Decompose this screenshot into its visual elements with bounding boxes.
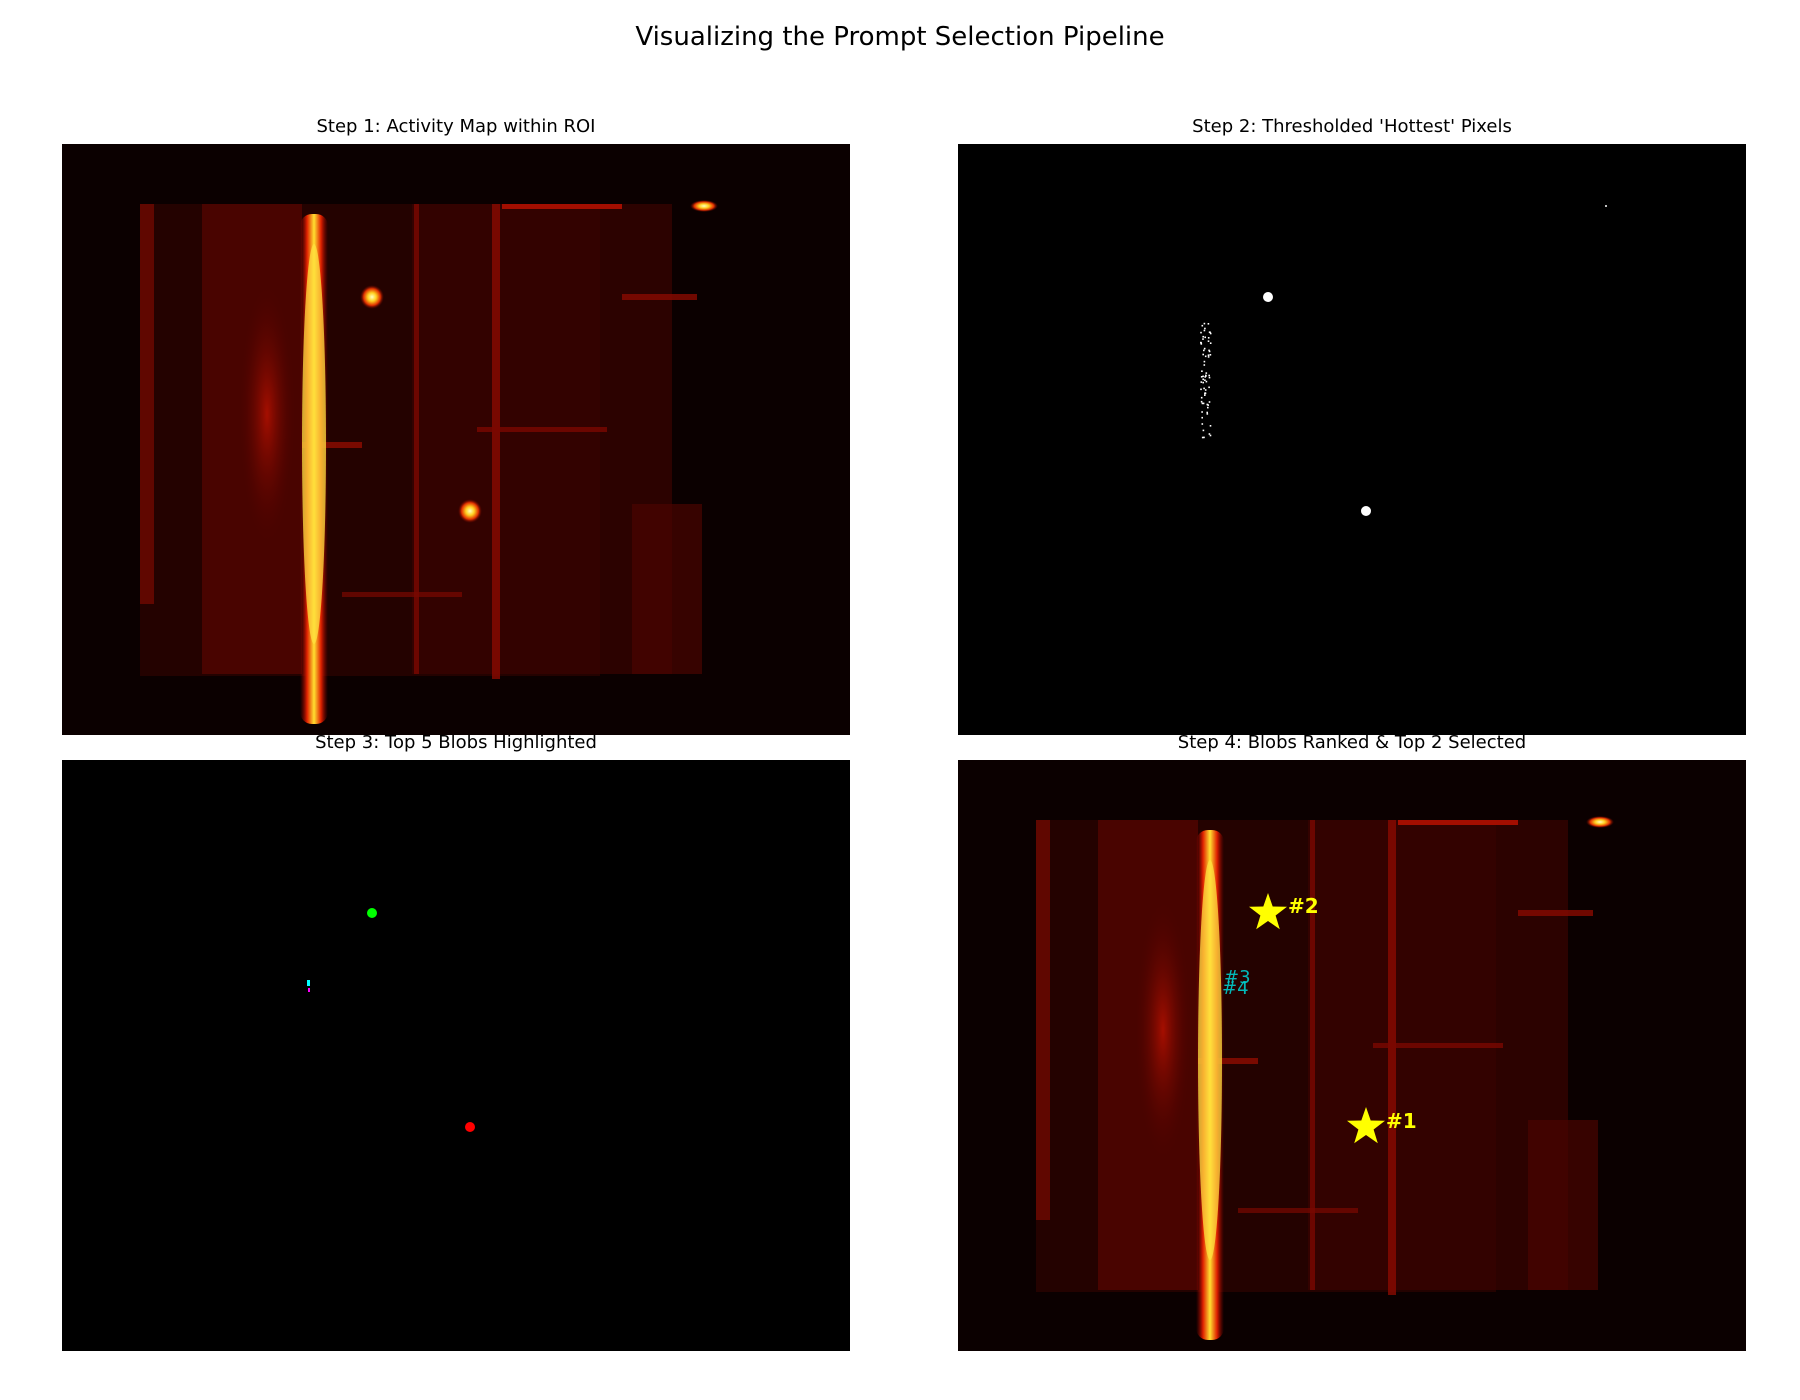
threshold-pixel (1200, 388, 1202, 391)
threshold-pixel (1200, 381, 1203, 383)
threshold-pixel (1203, 436, 1205, 439)
rank-2-label: #2 (1288, 894, 1319, 918)
threshold-pixel (1200, 343, 1203, 345)
threshold-mask (958, 144, 1746, 735)
threshold-pixel (1201, 402, 1204, 405)
threshold-pixel (1205, 380, 1208, 383)
threshold-pixel (1204, 394, 1206, 396)
threshold-pixel (1201, 416, 1203, 419)
threshold-pixel (1202, 402, 1205, 405)
blob-red (465, 1122, 475, 1132)
panel-2-thresholded (958, 144, 1746, 735)
hot-spot-top-edge (690, 200, 718, 212)
threshold-pixel (1202, 353, 1204, 356)
threshold-pixel (1208, 401, 1211, 403)
threshold-pixel (1209, 332, 1212, 335)
panel-3-blobs (62, 760, 850, 1351)
activity-texture (140, 204, 702, 679)
threshold-pixel (1200, 341, 1202, 344)
ranked-heatmap: #2 #1 #3 #4 (958, 760, 1746, 1351)
threshold-pixel (1200, 331, 1202, 334)
activity-texture (1036, 820, 1598, 1295)
rank-3-label: #3 (1224, 967, 1251, 988)
threshold-pixel (1207, 406, 1209, 409)
threshold-pixel (1204, 336, 1206, 339)
activity-heatmap (62, 144, 850, 735)
blob-map (62, 760, 850, 1351)
threshold-pixel (1205, 372, 1208, 374)
threshold-streak-pixels (1200, 322, 1212, 439)
threshold-pixel (1204, 355, 1207, 358)
threshold-pixel (1209, 434, 1212, 437)
threshold-pixel (1207, 337, 1210, 339)
panel-1-title: Step 1: Activity Map within ROI (316, 116, 596, 137)
blob-cyan (307, 980, 310, 986)
threshold-pixel (1202, 375, 1204, 378)
threshold-pixel (1203, 329, 1206, 332)
threshold-pixel (1201, 423, 1204, 425)
threshold-pixel (1204, 379, 1206, 381)
blob-green (367, 908, 377, 918)
threshold-pixel (1209, 425, 1212, 427)
threshold-pixel (1203, 322, 1206, 325)
threshold-pixel (1204, 327, 1206, 330)
threshold-pixel (1207, 323, 1210, 325)
threshold-speck (1605, 205, 1607, 207)
rank-1-label: #1 (1386, 1109, 1417, 1133)
hot-spot-top-edge (1586, 816, 1614, 828)
threshold-pixel (1208, 374, 1210, 377)
threshold-pixel (1204, 376, 1206, 378)
threshold-pixel (1205, 374, 1207, 377)
threshold-pixel (1206, 413, 1209, 415)
threshold-pixel (1208, 349, 1210, 352)
threshold-pixel (1208, 376, 1211, 379)
threshold-pixel (1204, 392, 1207, 395)
threshold-pixel (1208, 386, 1210, 389)
threshold-pixel (1206, 411, 1208, 414)
threshold-pixel (1201, 324, 1204, 327)
threshold-pixel (1203, 364, 1206, 366)
threshold-pixel (1209, 354, 1212, 356)
threshold-blob-upper (1263, 292, 1273, 302)
panel-3-title: Step 3: Top 5 Blobs Highlighted (315, 732, 597, 753)
panel-1-activity-map (62, 144, 850, 735)
panel-4-ranked: #2 #1 #3 #4 (958, 760, 1746, 1351)
hot-spot-upper (360, 285, 384, 309)
threshold-pixel (1209, 331, 1211, 334)
threshold-pixel (1203, 387, 1205, 390)
threshold-pixel (1203, 349, 1205, 352)
threshold-pixel (1207, 354, 1210, 356)
rank-1-star-marker (1347, 1107, 1385, 1144)
threshold-pixel (1202, 335, 1204, 338)
threshold-pixel (1207, 356, 1210, 358)
threshold-pixel (1202, 429, 1205, 432)
threshold-pixel (1200, 396, 1203, 399)
threshold-pixel (1209, 342, 1212, 344)
threshold-pixel (1208, 433, 1211, 435)
threshold-pixel (1201, 370, 1203, 372)
threshold-pixel (1203, 347, 1206, 350)
panel-4-title: Step 4: Blobs Ranked & Top 2 Selected (1177, 732, 1527, 753)
figure-title: Visualizing the Prompt Selection Pipelin… (635, 22, 1165, 52)
blob-magenta (308, 988, 310, 992)
threshold-blob-lower (1361, 506, 1371, 516)
threshold-pixel (1202, 338, 1204, 340)
threshold-pixel (1201, 436, 1204, 439)
threshold-pixel (1206, 403, 1209, 406)
panel-2-title: Step 2: Thresholded 'Hottest' Pixels (1192, 116, 1512, 137)
threshold-pixel (1200, 400, 1203, 403)
threshold-pixel (1204, 389, 1207, 391)
threshold-pixel (1200, 376, 1203, 378)
rank-2-star-marker (1249, 893, 1287, 930)
threshold-pixel (1207, 340, 1210, 342)
rank-4-label: #4 (1222, 978, 1249, 999)
hot-spot-lower (458, 499, 482, 523)
threshold-pixel (1203, 360, 1206, 363)
threshold-pixel (1202, 381, 1204, 384)
threshold-pixel (1207, 404, 1209, 406)
threshold-pixel (1202, 378, 1204, 381)
threshold-pixel (1208, 350, 1211, 353)
threshold-pixel (1201, 411, 1203, 413)
